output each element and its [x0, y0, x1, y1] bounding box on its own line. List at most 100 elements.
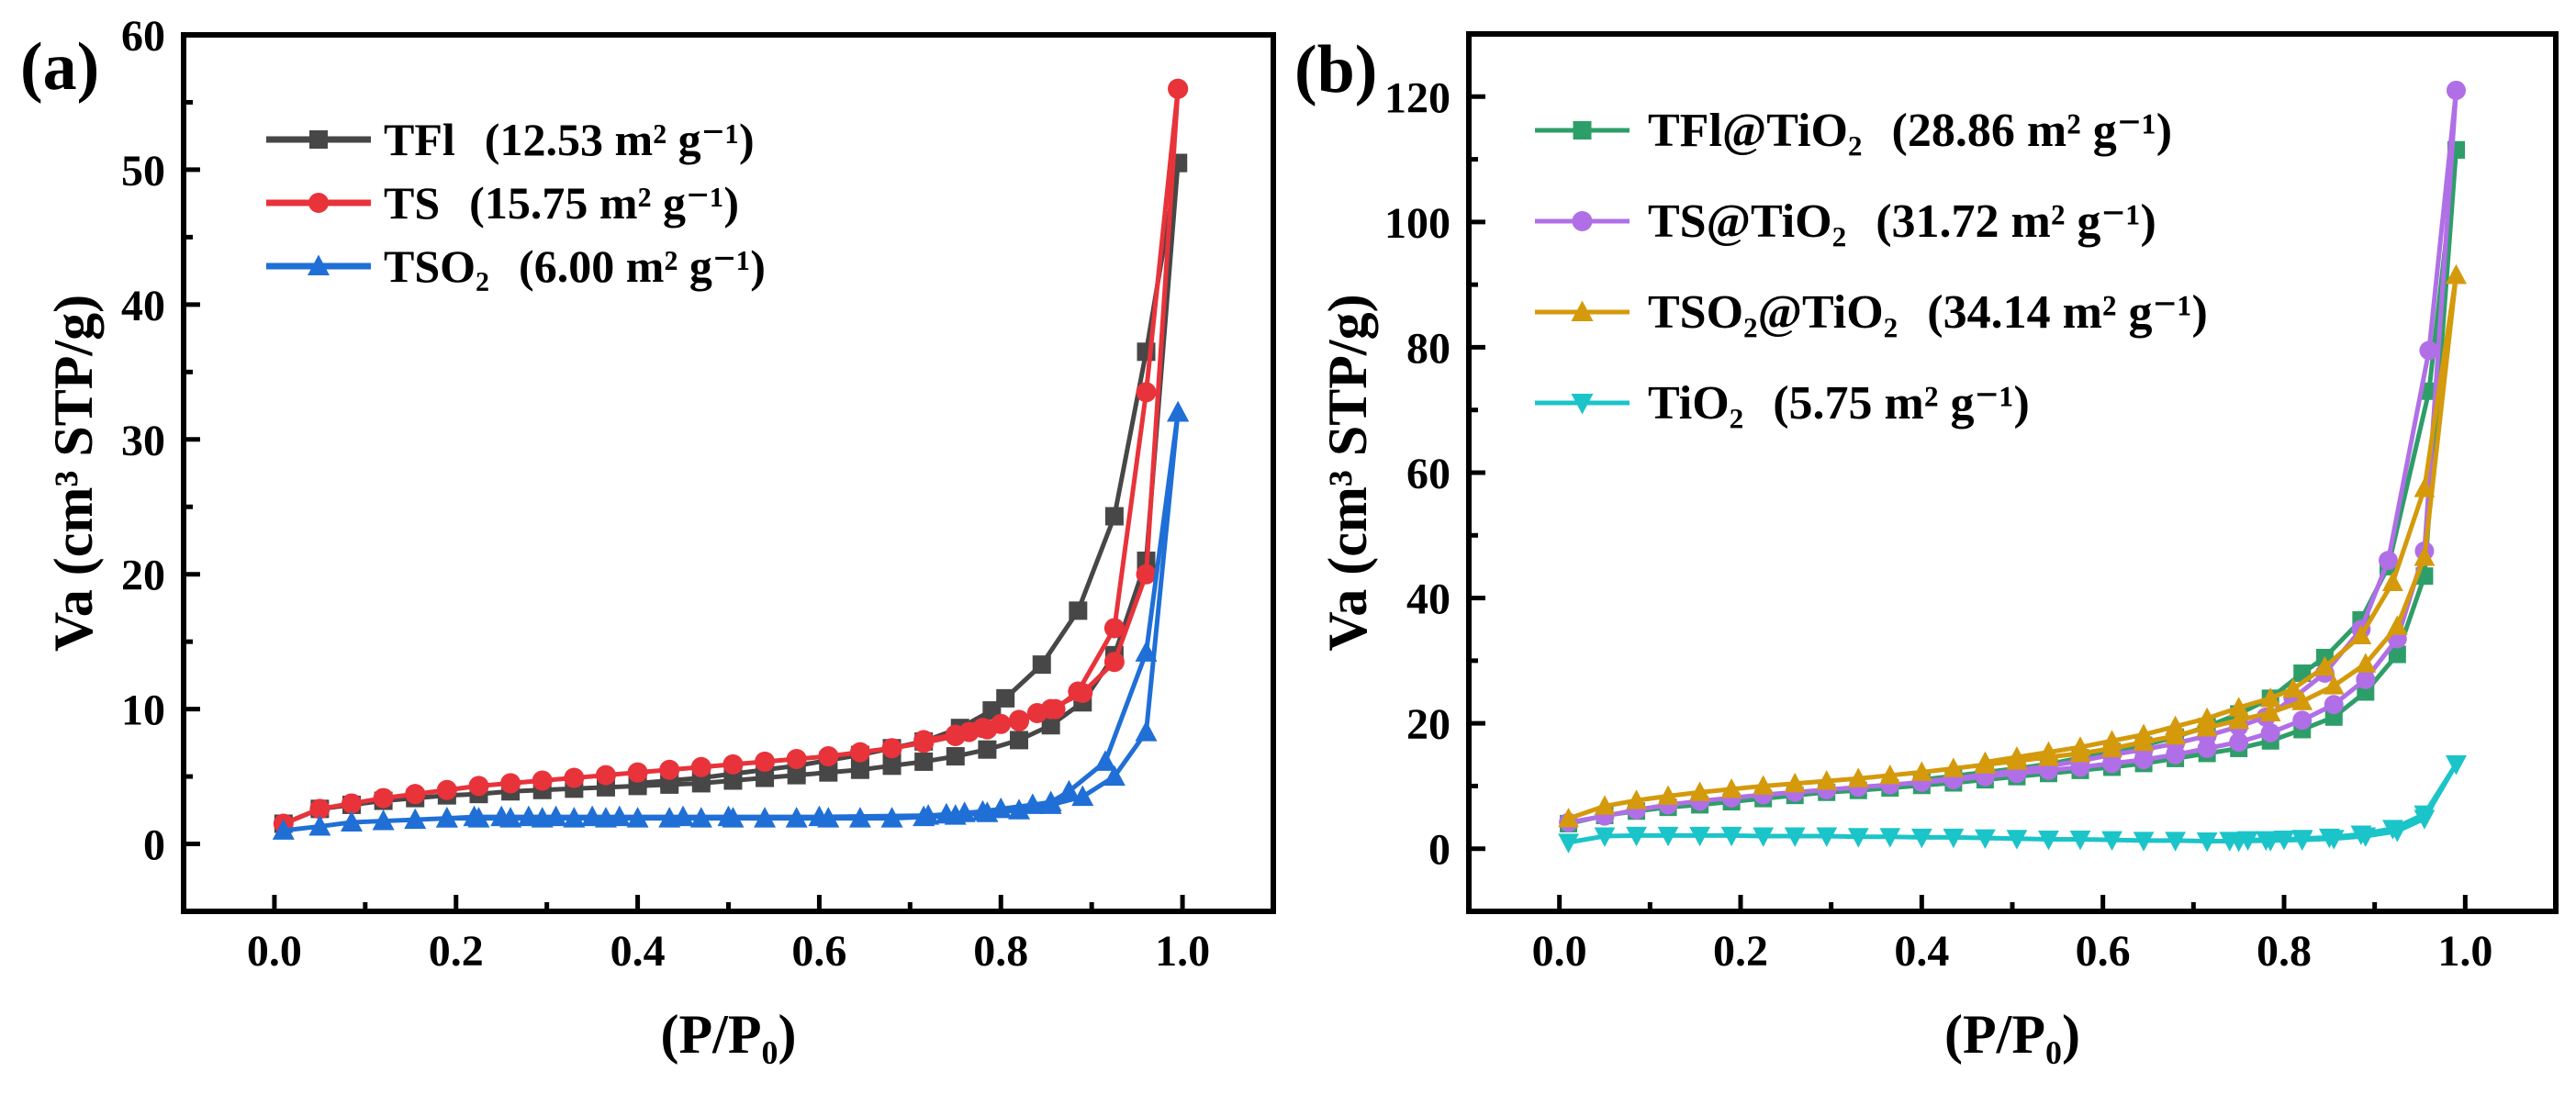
tso--desorption-point — [581, 805, 604, 827]
tio--adsorption-point — [1816, 827, 1838, 847]
ts-desorption-point — [1045, 698, 1066, 720]
tso-tio--desorption-point — [2282, 677, 2304, 698]
ts-desorption-point — [1068, 681, 1089, 702]
tso-tio--desorption-point — [2165, 715, 2186, 736]
tso-tio--adsorption-point — [2414, 546, 2436, 566]
legend-surface-area: (31.72 m² g⁻¹) — [1876, 195, 2156, 248]
ts-desorption-point — [913, 730, 935, 751]
tio--desorption-line — [2229, 763, 2458, 843]
y-tick-label: 100 — [1384, 199, 1450, 248]
x-tick-label: 0.6 — [2076, 927, 2131, 976]
tso--desorption-point — [717, 805, 740, 827]
tso-tio--adsorption-point — [2259, 701, 2281, 722]
tso-tio--adsorption-point — [1847, 767, 1869, 787]
tso--desorption-point — [1094, 750, 1117, 771]
tso--desorption-point — [1021, 793, 1044, 814]
tso--adsorption-point — [1103, 765, 1126, 787]
tso-tio--desorption-point — [2350, 624, 2372, 645]
tio--adsorption-point — [2196, 832, 2218, 853]
tso-tio--desorption-point — [2228, 697, 2250, 717]
ts-tio--adsorption-point — [2260, 722, 2280, 742]
tso-tio--adsorption-point — [1879, 764, 1901, 785]
tso-tio--adsorption-point — [1657, 785, 1679, 805]
ts-tio--desorption-point — [2379, 551, 2398, 571]
tio--adsorption-point — [1558, 833, 1579, 854]
tfl-desorption-point — [1032, 655, 1051, 675]
tio--desorption-point — [2273, 830, 2295, 851]
series-tso- — [272, 400, 1190, 840]
tso-tio--adsorption-point — [2291, 690, 2313, 710]
tso-tio--adsorption-point — [1689, 781, 1710, 801]
tio--adsorption-point — [2069, 830, 2091, 851]
tio--adsorption-point — [1689, 826, 1710, 847]
tso--adsorption-point — [1008, 798, 1031, 820]
tso--desorption-point — [917, 804, 940, 825]
x-tick-label: 0.0 — [1532, 927, 1587, 976]
ts-desorption-point — [1168, 78, 1189, 99]
tso--adsorption-point — [272, 819, 295, 840]
legend-marker — [1573, 121, 1592, 140]
ts-adsorption-point — [500, 773, 521, 794]
tio--adsorption-point — [1753, 827, 1775, 847]
legend-label: TS@TiO₂ (31.72 m² g⁻¹) — [1648, 195, 2156, 248]
series-ts — [273, 78, 1189, 834]
tso-tio--desorption-point — [2006, 746, 2028, 766]
tio--adsorption-point — [2038, 830, 2059, 851]
tio--desorption-point — [2382, 820, 2403, 840]
panel-b: 0.0 0.2 0.4 0.6 0.8 1.0 0 20 40 60 80 100 120 (P/P₀) V… — [1294, 31, 2559, 1065]
tfl-adsorption-point — [850, 760, 869, 779]
tfl-adsorption-point — [978, 740, 997, 759]
ts-adsorption-point — [595, 765, 616, 786]
tfl-desorption-point — [1069, 601, 1088, 620]
legend-series-name: TS — [384, 177, 440, 229]
x-tick-label: 0.8 — [973, 927, 1028, 976]
tso-tio--adsorption-point — [2323, 675, 2345, 695]
tso--desorption-point — [435, 807, 458, 828]
tio--adsorption-point — [1720, 826, 1742, 847]
legend-surface-area: (12.53 m² g⁻¹) — [485, 114, 755, 165]
tso-tio--desorption-point — [2038, 741, 2059, 762]
tio--desorption-point — [2414, 805, 2436, 826]
x-tick-label: 1.0 — [2437, 927, 2492, 976]
tso-tio--adsorption-point — [2386, 615, 2408, 635]
tso--desorption-point — [1135, 641, 1158, 662]
y-tick-label: 80 — [1406, 324, 1450, 373]
legend-series-name: TFl@TiO₂ — [1648, 105, 1863, 157]
tso-tio--desorption-point — [2069, 736, 2091, 756]
tio--desorption-point — [2446, 755, 2467, 776]
ts-adsorption-point — [881, 738, 902, 759]
y-tick-label: 40 — [121, 282, 165, 330]
x-tick-label: 0.2 — [429, 927, 484, 976]
ts-tio--desorption-point — [2419, 340, 2439, 361]
legend-label: TiO₂ (5.75 m² g⁻¹) — [1648, 377, 2030, 430]
legend-marker — [1571, 300, 1594, 321]
panel-a: 0.0 0.2 0.4 0.6 0.8 1.0 0 10 20 30 40 50 60 (P/P₀) Va … — [20, 12, 1276, 1065]
tio--adsorption-point — [1975, 829, 1996, 849]
ts-desorption-point — [1103, 618, 1125, 639]
ts-adsorption-point — [1136, 564, 1157, 585]
tio--adsorption-point — [1910, 828, 1932, 849]
ts-adsorption-point — [532, 770, 553, 791]
tso-tio--desorption-point — [2446, 264, 2467, 285]
x-tick-label: 0.2 — [1713, 927, 1768, 976]
tio--adsorption-point — [1784, 827, 1806, 847]
legend-marker — [309, 130, 328, 149]
tso-tio--desorption-point — [2101, 730, 2122, 750]
legend-surface-area: (6.00 m² g⁻¹) — [519, 240, 766, 292]
legend-item: TSO₂@TiO₂ (34.14 m² g⁻¹) — [1535, 286, 2208, 339]
tso-tio--adsorption-point — [2355, 653, 2377, 673]
ts-adsorption-point — [373, 787, 394, 809]
legend-label: TSO₂ (6.00 m² g⁻¹) — [384, 240, 766, 292]
tso--desorption-point — [990, 797, 1013, 819]
tfl-adsorption-point — [946, 747, 965, 766]
tio--adsorption-point — [2165, 832, 2186, 852]
legend-surface-area: (28.86 m² g⁻¹) — [1892, 105, 2173, 157]
tfl-desorption-point — [1104, 507, 1124, 526]
tfl-tio--adsorption-point — [2388, 645, 2406, 664]
ts-adsorption-point — [341, 793, 362, 814]
plot-area — [1558, 81, 2467, 854]
tio--desorption-point — [2350, 825, 2372, 845]
tso--desorption-point — [608, 805, 631, 827]
y-tick-label: 120 — [1384, 73, 1450, 122]
legend-marker — [308, 254, 330, 275]
